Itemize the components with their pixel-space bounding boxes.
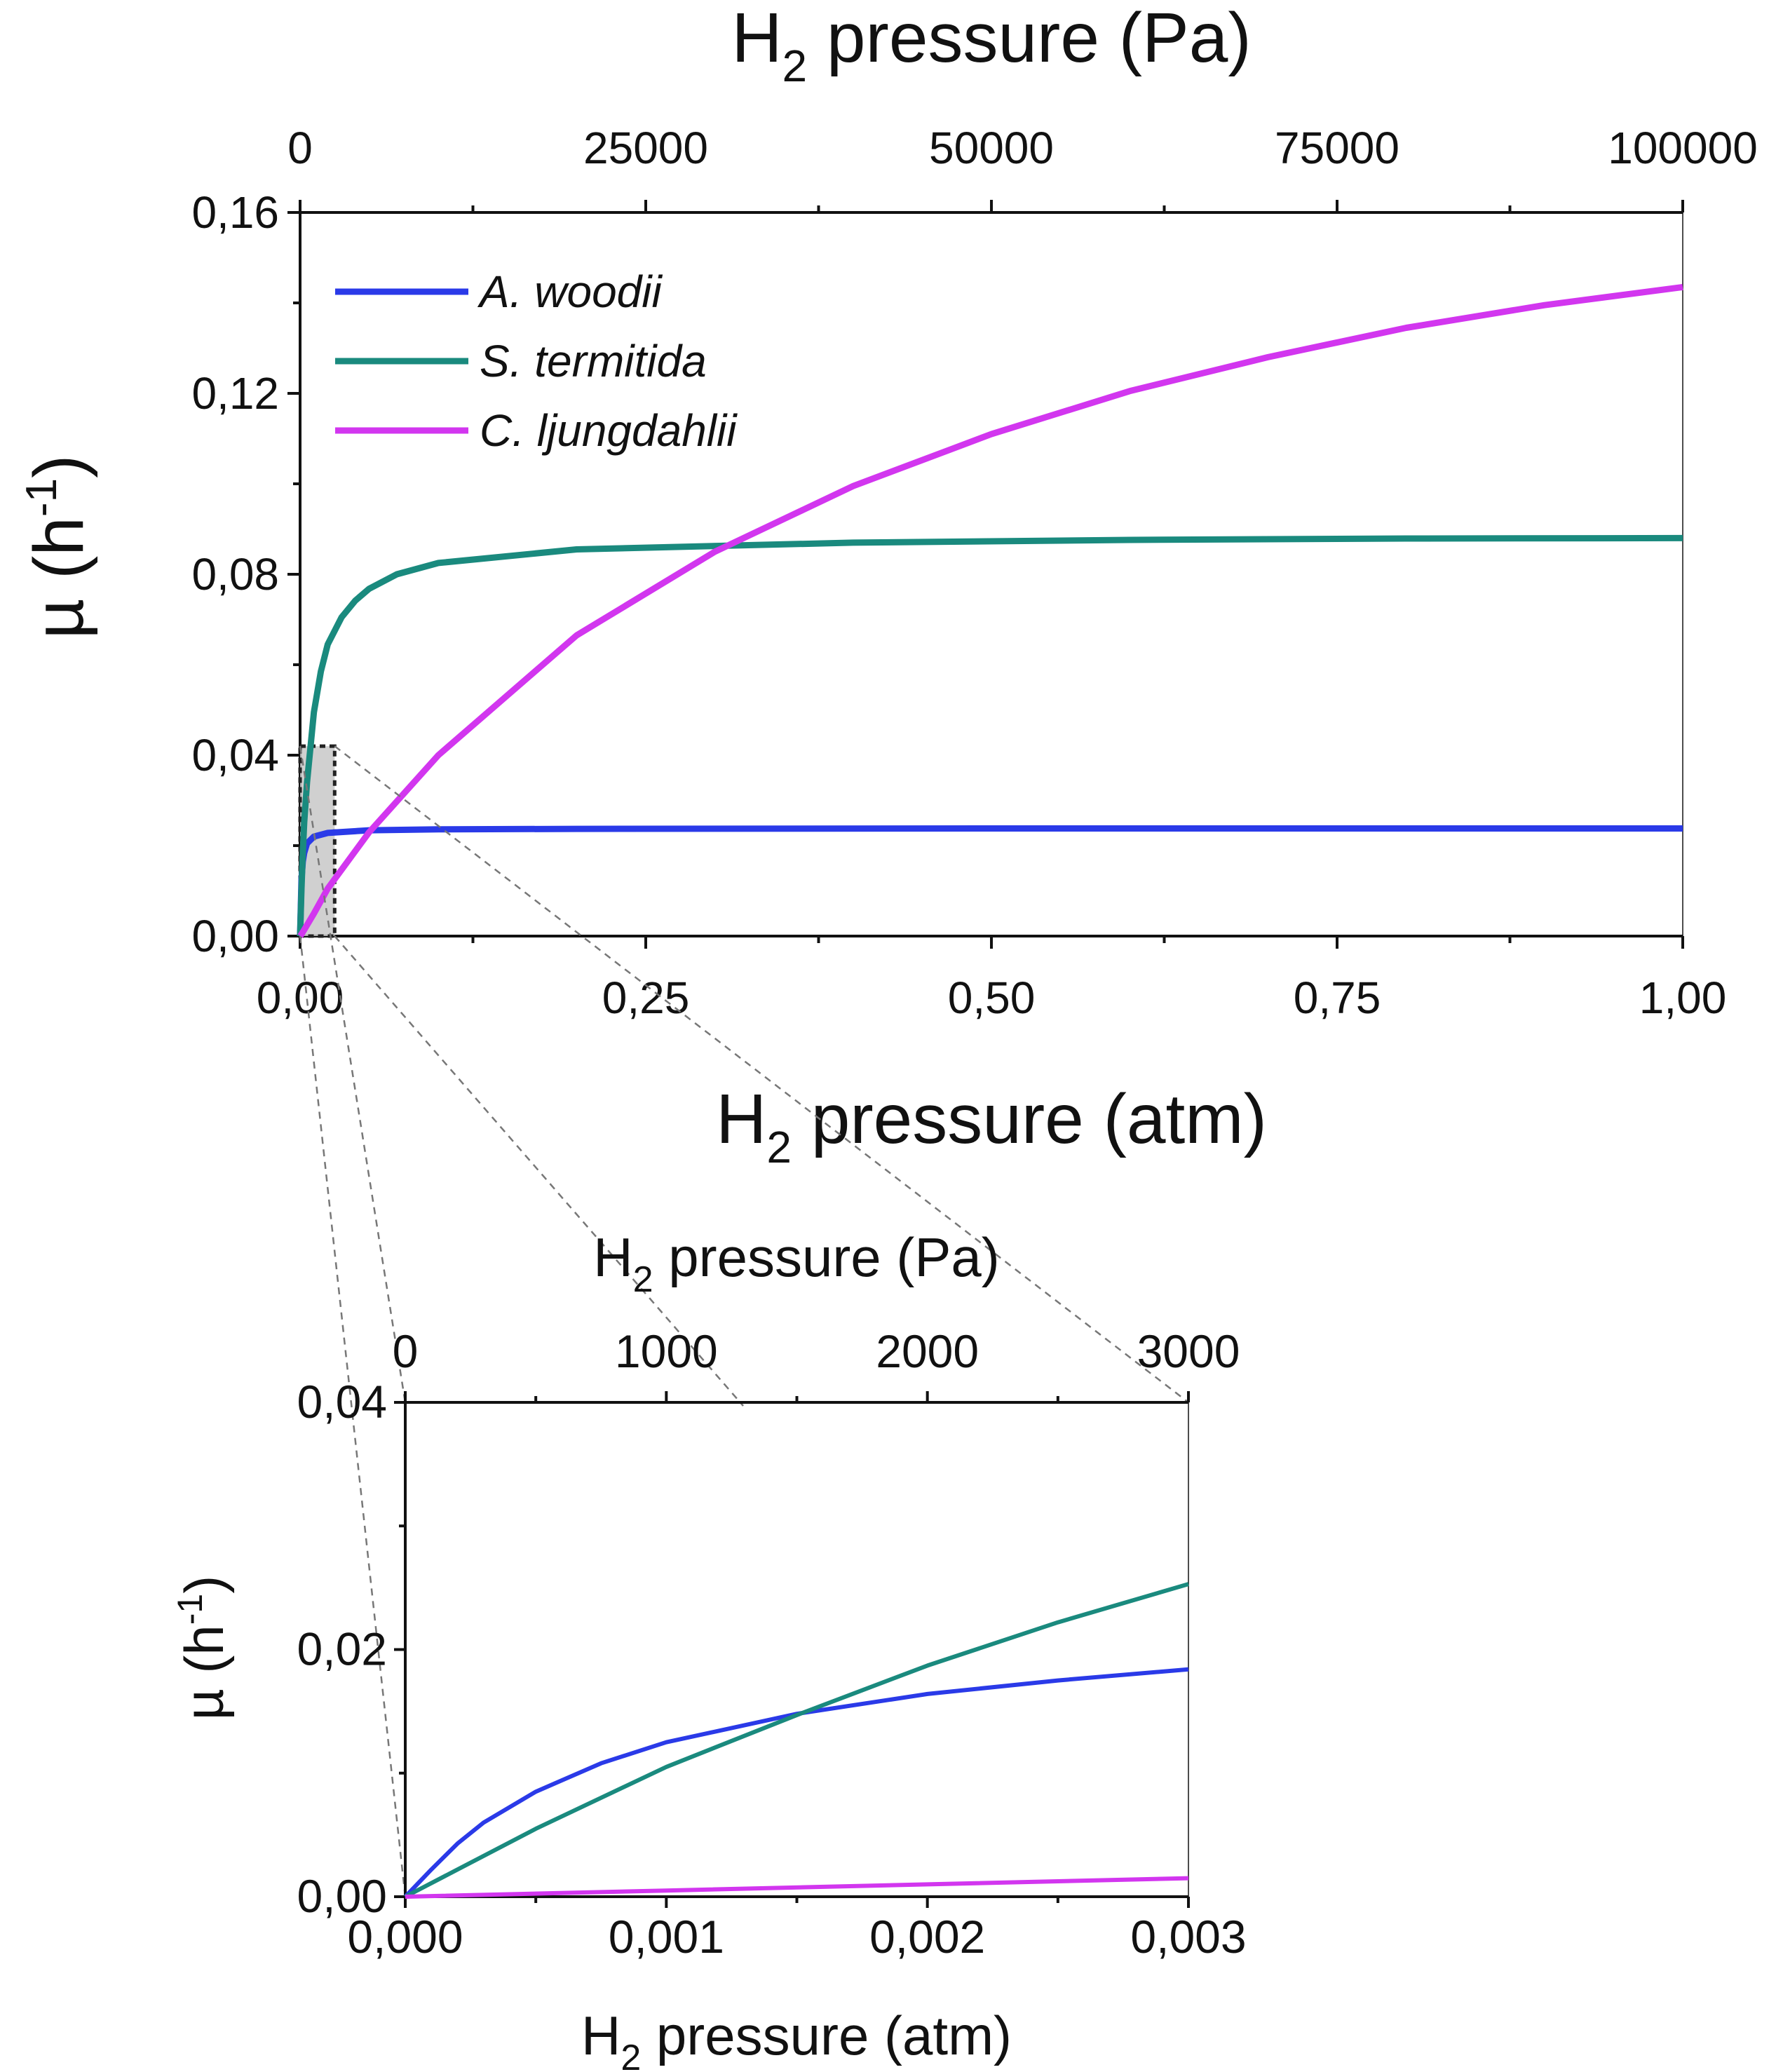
- inset-series: [403, 1582, 1189, 1899]
- main-ticks: [287, 200, 1684, 949]
- x2-tick-label: 1000: [615, 1325, 718, 1377]
- main-y-axis-title: µ (h-1): [18, 455, 98, 639]
- x2-tick-label: 2000: [876, 1325, 979, 1377]
- main-chart: 0,00 0,25 0,50 0,75 1,00 0 25000 50000 75000 1000…: [18, 0, 1758, 1172]
- x-tick-label: 0,50: [948, 973, 1036, 1023]
- x2-tick-label: 75000: [1275, 123, 1399, 173]
- main-tick-labels: 0,00 0,25 0,50 0,75 1,00 0 25000 50000 75000 1000…: [191, 123, 1757, 1023]
- series-line-a-woodii: [403, 1667, 1189, 1899]
- main-bottom-axis-title: H2 pressure (atm): [716, 1080, 1267, 1172]
- legend-label-c-ljungdahlii: C. ljungdahlii: [480, 405, 738, 456]
- x2-tick-label: 3000: [1137, 1325, 1240, 1377]
- x-tick-label: 0,75: [1294, 973, 1381, 1023]
- y-tick-label: 0,00: [191, 911, 279, 961]
- main-top-axis-title: H2 pressure (Pa): [731, 0, 1251, 91]
- x-tick-label: 0,000: [347, 1911, 463, 1963]
- x2-tick-label: 0: [393, 1325, 419, 1377]
- x-tick-label: 0,00: [257, 973, 344, 1023]
- zoom-guide-top-right: [334, 745, 1189, 1403]
- inset-tick-labels: 0,000 0,001 0,002 0,003 0 1000 2000 3000 0,00 0,0…: [297, 1325, 1247, 1963]
- x2-tick-label: 100000: [1608, 123, 1758, 173]
- y-tick-label: 0,04: [191, 730, 279, 780]
- legend-label-s-termitida: S. termitida: [480, 336, 707, 386]
- x2-tick-label: 50000: [929, 123, 1054, 173]
- zoom-guide-top-left: [299, 745, 407, 1403]
- inset-bottom-axis-title: H2 pressure (atm): [581, 2005, 1012, 2072]
- series-line-c-ljungdahlii: [297, 283, 1683, 938]
- zoom-guide-bottom-right: [334, 935, 744, 1407]
- x2-tick-label: 0: [287, 123, 313, 173]
- y-tick-label: 0,02: [297, 1623, 387, 1675]
- series-line-a-woodii: [297, 825, 1683, 937]
- zoom-guide-bottom-left: [299, 935, 407, 1897]
- legend-label-a-woodii: A. woodii: [477, 266, 663, 317]
- x2-tick-label: 25000: [583, 123, 708, 173]
- inset-y-axis-title: µ (h-1): [170, 1576, 235, 1720]
- series-line-s-termitida: [297, 534, 1683, 937]
- x-tick-label: 0,25: [602, 973, 690, 1023]
- x-tick-label: 0,002: [869, 1911, 985, 1963]
- inset-ticks: [394, 1391, 1190, 1908]
- y-tick-label: 0,04: [297, 1376, 387, 1428]
- inset-top-axis-title: H2 pressure (Pa): [593, 1226, 999, 1300]
- y-tick-label: 0,12: [191, 368, 279, 419]
- y-tick-label: 0,00: [297, 1870, 387, 1922]
- y-tick-label: 0,08: [191, 549, 279, 600]
- series-line-c-ljungdahlii: [405, 1876, 1189, 1899]
- x-tick-label: 0,003: [1130, 1911, 1246, 1963]
- main-series: [297, 283, 1683, 938]
- inset-chart: 0,000 0,001 0,002 0,003 0 1000 2000 3000 0,00 0,0…: [170, 1226, 1247, 2072]
- zoom-connector-lines: [299, 745, 1189, 1897]
- y-tick-label: 0,16: [191, 187, 279, 238]
- x-tick-label: 1,00: [1639, 973, 1727, 1023]
- legend: A. woodii S. termitida C. ljungdahlii: [335, 266, 738, 456]
- series-line-s-termitida: [404, 1582, 1189, 1899]
- x-tick-label: 0,001: [609, 1911, 724, 1963]
